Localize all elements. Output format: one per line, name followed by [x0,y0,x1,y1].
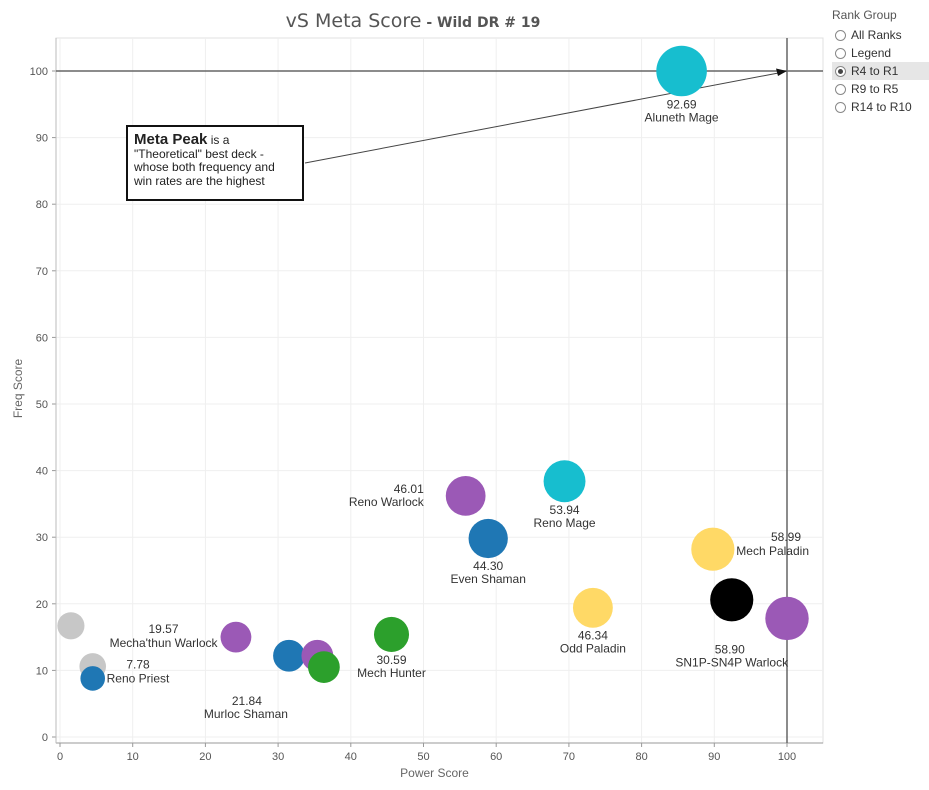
point-name-label: Aluneth Mage [645,110,719,124]
x-tick-label: 80 [635,751,647,763]
chart-title-sub: - Wild DR # 19 [421,15,541,31]
rank-option-1[interactable]: Legend [832,44,929,62]
axes: 0 10 20 30 40 50 60 70 80 90 100 0 10 20 30 40 50 60 70 80 9… [11,38,823,780]
y-tick-label: 10 [36,665,48,677]
point-score-label: 7.78 [126,657,150,671]
radio-icon[interactable] [835,29,846,41]
rank-option-0[interactable]: All Ranks [832,26,929,44]
data-point [656,45,707,97]
x-tick-label: 70 [563,751,575,763]
callout-bold: Meta Peak [134,131,208,148]
arrow-head [776,68,787,76]
data-point [57,612,85,640]
point-name-label: Mecha'thun Warlock [110,636,219,650]
data-point [374,616,410,652]
point-name-label: Reno Mage [534,516,596,530]
rank-option-label: R4 to R1 [851,64,899,78]
y-tick-label: 90 [36,133,48,145]
rank-group-title: Rank Group [832,8,897,22]
rank-group-filter: Rank Group All Ranks Legend R4 to R1 R9 to … [832,8,929,116]
y-tick-label: 20 [36,599,48,611]
point-score-label: 44.30 [473,559,503,573]
meta-peak-arrow [304,68,787,164]
point-score-label: 92.69 [667,97,697,111]
x-tick-label: 90 [708,751,720,763]
data-point [572,587,613,628]
point-score-label: 58.90 [715,642,745,656]
data-point [543,460,586,503]
point-name-label: SN1P-SN4P Warlock [675,655,789,669]
point-name-label: Murloc Shaman [204,707,288,721]
radio-icon[interactable] [835,83,846,95]
x-tick-label: 30 [272,751,284,763]
x-tick-label: 50 [417,751,429,763]
point-name-label: Reno Priest [107,671,170,685]
point-name-label: Mech Hunter [357,666,426,680]
point-score-label: 53.94 [550,503,580,517]
x-tick-label: 100 [778,751,796,763]
arrow-line [304,72,782,164]
y-axis-title: Freq Score [11,358,25,418]
rank-option-label: All Ranks [851,28,902,42]
rank-option-label: Legend [851,46,892,60]
rank-option-2[interactable]: R4 to R1 [832,62,929,80]
y-tick-label: 80 [36,199,48,211]
rank-option-4[interactable]: R14 to R10 [832,98,929,116]
data-point [468,518,508,559]
point-score-label: 46.34 [578,629,608,643]
radio-icon[interactable] [835,65,846,77]
point-score-label: 21.84 [232,694,262,708]
rank-option-3[interactable]: R9 to R5 [832,80,929,98]
rank-option-label: R14 to R10 [851,100,912,114]
x-tick-label: 10 [127,751,139,763]
data-point [710,578,754,622]
x-tick-label: 60 [490,751,502,763]
data-points [57,45,809,691]
data-point [273,639,305,672]
point-score-label: 30.59 [376,653,406,667]
gridlines [55,37,824,744]
data-point [445,476,486,516]
chart-title-main: vS Meta Score [285,10,422,32]
y-tick-label: 100 [30,66,48,78]
y-tick-label: 0 [42,732,48,744]
x-tick-label: 0 [57,751,63,763]
x-tick-label: 20 [199,751,211,763]
data-point [691,527,735,571]
point-name-label: Odd Paladin [560,642,626,656]
data-point [220,621,252,653]
radio-icon[interactable] [835,47,846,59]
chart-title: vS Meta Score - Wild DR # 19 [0,10,826,32]
point-score-label: 19.57 [148,622,178,636]
radio-icon[interactable] [835,101,846,113]
point-name-label: Mech Paladin [736,544,809,558]
data-point [765,596,809,641]
meta-peak-callout: Meta Peak is a "Theoretical" best deck -… [126,125,304,201]
x-axis-title: Power Score [400,766,469,780]
point-score-label: 58.99 [771,530,801,544]
callout-text: is a "Theoretical" best deck - whose bot… [134,133,275,188]
y-tick-label: 70 [36,266,48,278]
y-tick-label: 30 [36,532,48,544]
y-tick-label: 50 [36,399,48,411]
data-point [308,651,340,683]
point-name-label: Even Shaman [451,572,526,586]
x-tick-label: 40 [345,751,357,763]
rank-option-label: R9 to R5 [851,82,899,96]
y-tick-label: 60 [36,332,48,344]
y-tick-label: 40 [36,466,48,478]
point-score-label: 46.01 [394,482,424,496]
data-point [80,666,106,691]
point-name-label: Reno Warlock [349,495,425,509]
